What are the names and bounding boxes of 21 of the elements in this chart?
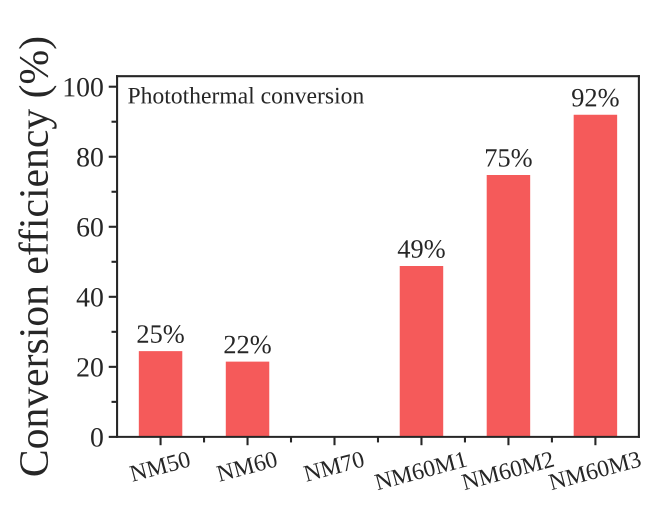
y-tick-label: 100 xyxy=(64,78,103,97)
y-tick-label: 60 xyxy=(77,218,103,237)
bar xyxy=(138,351,182,437)
y-axis-title: Conversion efficiency (%) xyxy=(18,38,57,476)
data-label: 92% xyxy=(572,88,619,107)
x-tick-label: NM50 xyxy=(128,450,191,482)
annotation: Photothermal conversion xyxy=(128,87,364,104)
data-label: 25% xyxy=(138,325,184,344)
bar xyxy=(400,266,444,437)
y-tick-label: 0 xyxy=(91,428,103,447)
bar xyxy=(486,174,530,437)
bar xyxy=(574,114,618,437)
x-tick-label: NM60 xyxy=(216,450,278,482)
data-label: 49% xyxy=(398,240,445,258)
data-label: 75% xyxy=(486,149,532,167)
bar xyxy=(226,362,270,437)
y-tick-label: 20 xyxy=(77,358,103,377)
y-tick-label: 40 xyxy=(76,288,103,307)
x-tick-label: NM70 xyxy=(302,450,365,482)
data-label: 22% xyxy=(224,336,271,354)
y-tick-label: 80 xyxy=(77,148,103,167)
